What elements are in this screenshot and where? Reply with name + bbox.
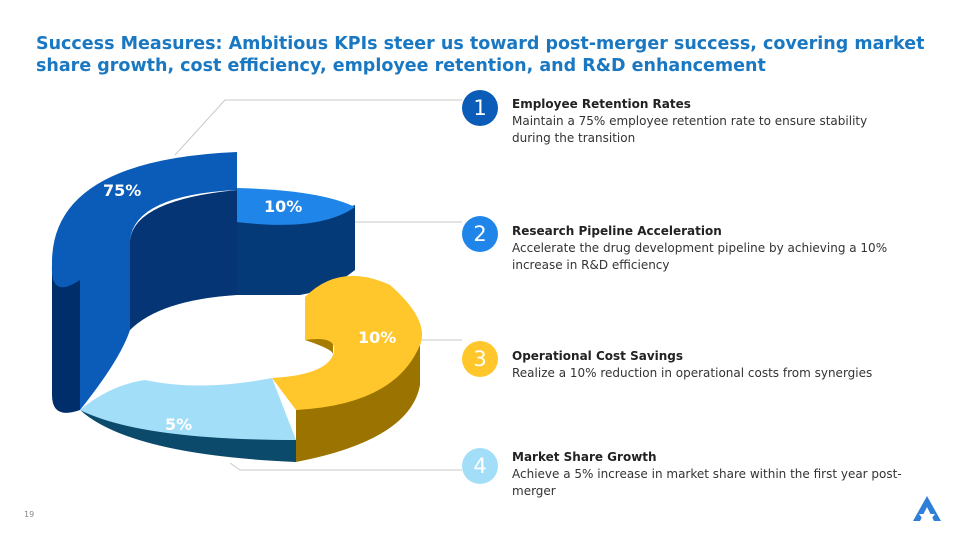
segment-75-inner-wall <box>130 190 237 330</box>
segment-5-top <box>80 378 296 440</box>
slide-title: Success Measures: Ambitious KPIs steer u… <box>36 34 925 76</box>
kpi-desc-2: Accelerate the drug development pipeline… <box>512 241 888 272</box>
segment-10a-top <box>237 188 355 225</box>
kpi-title-4: Market Share Growth <box>512 450 657 464</box>
kpi-badge-2: 2 <box>462 216 498 252</box>
kpi-desc-3: Realize a 10% reduction in operational c… <box>512 366 873 380</box>
connector-line-4 <box>229 462 462 471</box>
segment-label-10b: 10% <box>358 328 396 347</box>
connector-line-1 <box>174 99 462 156</box>
kpi-title-3: Operational Cost Savings <box>512 349 684 363</box>
segment-5-wall <box>80 410 296 462</box>
segment-label-10a: 10% <box>264 197 302 216</box>
segment-75-top <box>51 152 237 410</box>
kpi-desc-1: Maintain a 75% employee retention rate t… <box>512 114 868 145</box>
segment-10b-top <box>272 275 422 410</box>
company-logo-icon <box>913 496 941 521</box>
kpi-badge-4: 4 <box>462 448 498 484</box>
segment-label-75: 75% <box>103 181 141 200</box>
segment-75-outer-wall <box>52 265 80 413</box>
page-number: 19 <box>24 510 35 519</box>
kpi-badge-3: 3 <box>462 341 498 377</box>
kpi-title-1: Employee Retention Rates <box>512 97 691 111</box>
kpi-title-2: Research Pipeline Acceleration <box>512 224 722 238</box>
kpi-desc-4: Achieve a 5% increase in market share wi… <box>512 467 902 498</box>
kpi-badge-1: 1 <box>462 90 498 126</box>
segment-10a-wall <box>237 205 355 295</box>
segment-label-5: 5% <box>165 415 192 434</box>
